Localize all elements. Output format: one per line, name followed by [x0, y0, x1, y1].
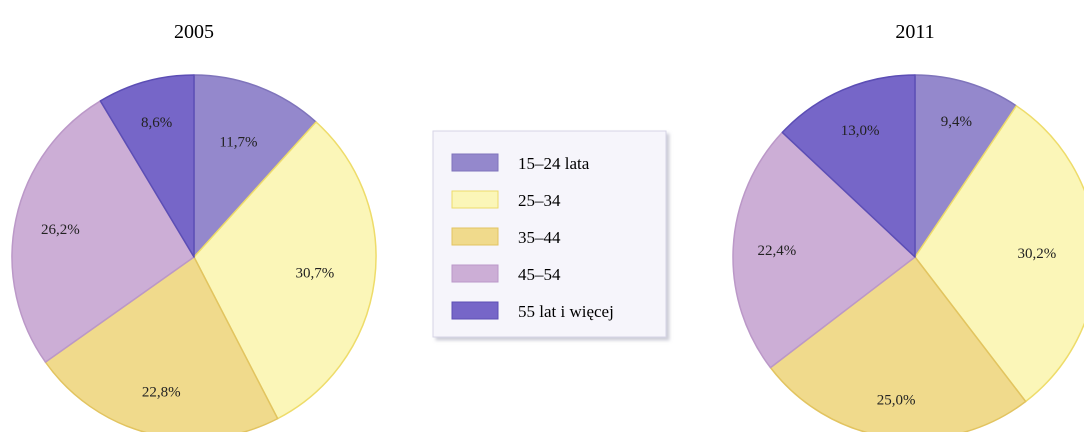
slice-label: 8,6% — [141, 115, 172, 131]
legend-swatch — [451, 190, 499, 209]
legend-swatch — [451, 227, 499, 246]
chart-title-2005: 2005 — [174, 21, 214, 43]
pie-slice — [914, 105, 1084, 403]
pie-slice — [11, 100, 195, 363]
slice-label: 9,4% — [941, 114, 972, 130]
legend-label: 25–34 — [518, 191, 561, 210]
legend-label: 55 lat i więcej — [518, 302, 614, 321]
slice-label: 22,8% — [142, 384, 181, 400]
legend-swatch — [451, 264, 499, 283]
legend-swatch — [451, 301, 499, 320]
pie-slice — [781, 74, 916, 258]
pie-slice — [914, 74, 1018, 258]
slice-label: 30,7% — [296, 266, 335, 282]
legend-swatch — [451, 153, 499, 172]
slice-label: 11,7% — [219, 135, 257, 151]
pie-slice — [769, 256, 1027, 432]
pie-2011: 9,4% 30,2% 25,0% 22,4% 13,0% — [732, 74, 1084, 432]
slice-label: 22,4% — [757, 243, 796, 259]
chart-title-2011: 2011 — [895, 21, 934, 43]
pie-slice — [193, 74, 317, 258]
slice-label: 30,2% — [1018, 246, 1057, 262]
legend-label: 45–54 — [518, 265, 561, 284]
legend: 15–24 lata 25–34 35–44 45–54 55 lat i więcej — [432, 130, 667, 338]
slice-label: 13,0% — [841, 123, 880, 139]
pie-slice — [99, 74, 195, 258]
pie-slice — [732, 131, 916, 369]
slice-label: 26,2% — [41, 222, 80, 238]
legend-label: 15–24 lata — [518, 154, 590, 173]
slice-label: 25,0% — [877, 393, 916, 409]
legend-label: 35–44 — [518, 228, 561, 247]
pie-2005: 11,7% 30,7% 22,8% 26,2% 8,6% — [11, 74, 377, 432]
pie-slice — [44, 256, 279, 432]
